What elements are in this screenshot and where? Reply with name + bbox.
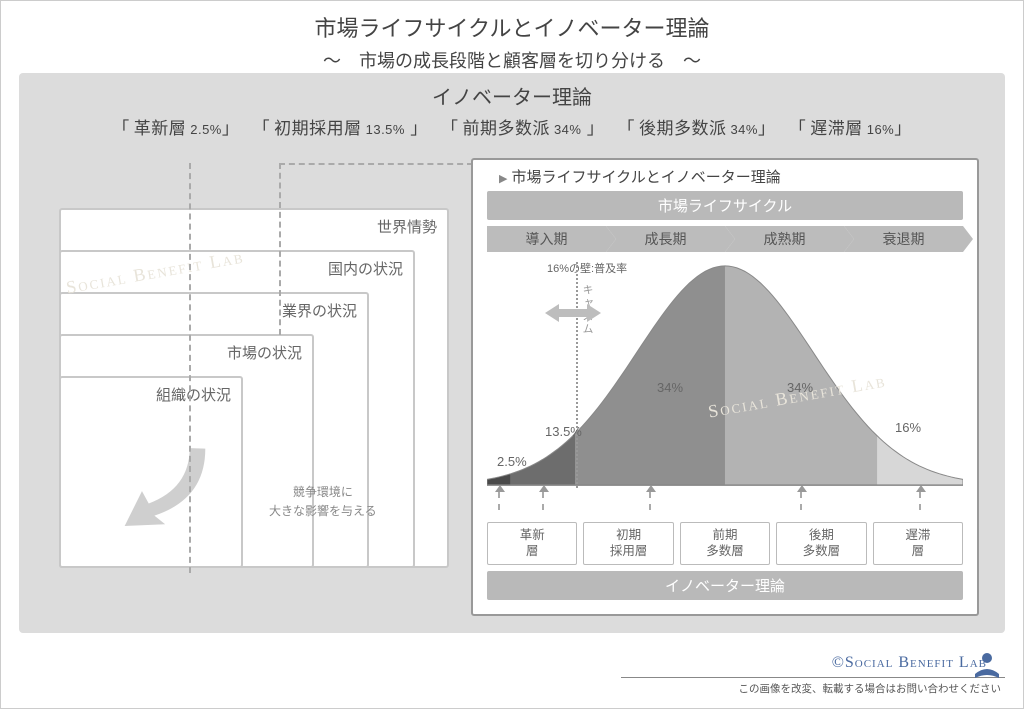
bar-innovator-theory: イノベーター理論 <box>487 571 963 600</box>
main-panel: イノベーター理論 「革新層2.5%」 「初期採用層13.5% 」 「前期多数派3… <box>19 73 1005 633</box>
footer-note: この画像を改変、転載する場合はお問い合わせください <box>739 681 1002 696</box>
right-title: 市場ライフサイクルとイノベーター理論 <box>473 160 977 191</box>
chevron-decline: 衰退期 <box>844 226 963 252</box>
segbox-early-majority: 前期 多数層 <box>680 522 770 565</box>
pct-label: 2.5% <box>497 454 527 469</box>
segbox-early-adopters: 初期 採用層 <box>583 522 673 565</box>
pct-label: 16% <box>895 420 921 435</box>
lifecycle-diagram: 市場ライフサイクルとイノベーター理論 市場ライフサイクル 導入期 成長期 成熟期… <box>471 158 979 616</box>
copyright-text: ©Social Benefit Lab <box>832 654 987 672</box>
lifecycle-chevrons: 導入期 成長期 成熟期 衰退期 <box>487 226 963 252</box>
chasm-line <box>576 262 578 488</box>
segbox-late-majority: 後期 多数層 <box>776 522 866 565</box>
bell-curve-area: 16%の壁:普及率 キャズム Social Benefit Lab 2.5% 1… <box>487 256 963 488</box>
bell-curve-svg <box>487 256 963 486</box>
chevron-mature: 成熟期 <box>725 226 844 252</box>
segment-arrows <box>487 492 963 518</box>
pct-label: 13.5% <box>545 424 582 439</box>
page-title: 市場ライフサイクルとイノベーター理論 <box>1 1 1023 43</box>
segbox-innovators: 革新 層 <box>487 522 577 565</box>
chevron-intro: 導入期 <box>487 226 606 252</box>
pct-label: 34% <box>657 380 683 395</box>
segment-summary: 「革新層2.5%」 「初期採用層13.5% 」 「前期多数派34% 」 「後期多… <box>19 110 1005 139</box>
chevron-growth: 成長期 <box>606 226 725 252</box>
segment-boxes: 革新 層 初期 採用層 前期 多数層 後期 多数層 遅滞 層 <box>487 522 963 565</box>
footer-rule <box>621 677 1005 678</box>
pct-label: 34% <box>787 380 813 395</box>
page-subtitle: ～ 市場の成長段階と顧客層を切り分ける ～ <box>1 43 1023 73</box>
bar-lifecycle: 市場ライフサイクル <box>487 191 963 220</box>
connector-line <box>189 163 473 573</box>
brand-logo-icon <box>971 648 1003 680</box>
segbox-laggards: 遅滞 層 <box>873 522 963 565</box>
wall-label: 16%の壁:普及率 <box>547 260 627 276</box>
panel-title: イノベーター理論 <box>19 73 1005 110</box>
